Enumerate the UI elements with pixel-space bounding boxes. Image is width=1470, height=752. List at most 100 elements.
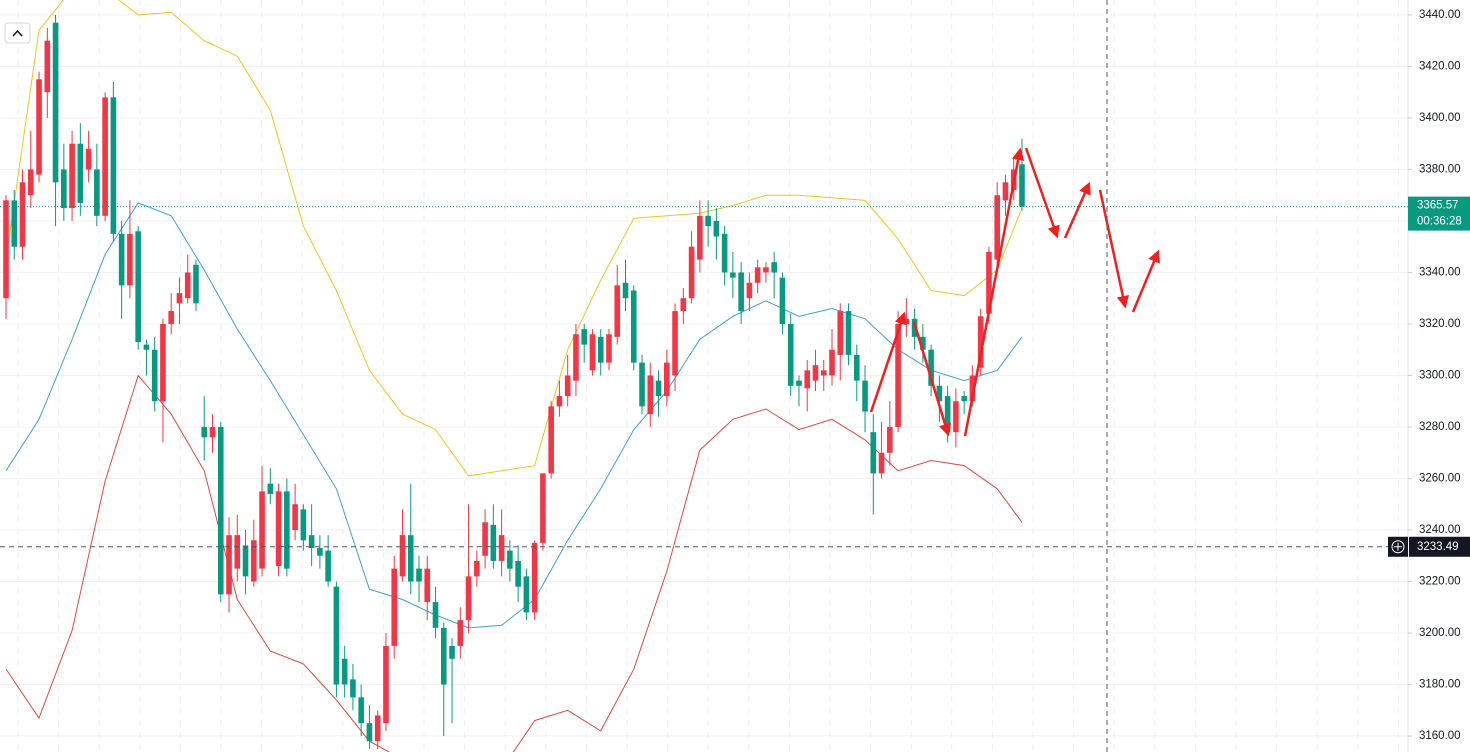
candle-body xyxy=(589,334,596,371)
arrow xyxy=(912,321,952,437)
candle-body xyxy=(275,491,282,567)
y-tick-label: 3280.00 xyxy=(1419,421,1461,433)
candle-body xyxy=(407,535,414,582)
candle-body xyxy=(284,491,290,569)
collapse-button[interactable] xyxy=(4,22,31,44)
candle-body xyxy=(242,545,249,577)
arrow xyxy=(1098,189,1130,309)
candle-body xyxy=(688,246,695,299)
candle-body xyxy=(399,535,406,577)
candle-body xyxy=(85,148,92,170)
candle-body xyxy=(581,329,587,345)
candle-body xyxy=(614,285,621,337)
candle-body xyxy=(259,491,265,569)
candle-body xyxy=(903,318,910,324)
candle-body xyxy=(110,97,117,234)
candle-body xyxy=(779,277,786,324)
candle-body xyxy=(853,354,860,381)
candle-body xyxy=(267,483,274,494)
candle-body xyxy=(36,79,42,175)
candle-body xyxy=(350,679,356,698)
candle-body xyxy=(300,509,307,541)
candle-body xyxy=(680,298,687,312)
candle-body xyxy=(209,426,216,438)
candle-body xyxy=(118,233,125,286)
candle-body xyxy=(862,380,868,412)
candle-body xyxy=(143,344,150,350)
y-tick-label: 3180.00 xyxy=(1419,679,1461,691)
countdown-label: 00:36:28 xyxy=(1417,216,1462,228)
candle-body xyxy=(77,143,84,203)
candle-body xyxy=(721,233,728,273)
candle-body xyxy=(184,272,191,299)
candle-body xyxy=(936,385,943,402)
candles xyxy=(3,14,1025,749)
candle-body xyxy=(647,375,654,415)
candle-body xyxy=(358,697,364,724)
horizontal-grid xyxy=(0,14,1408,737)
candle-body xyxy=(961,396,967,402)
y-tick-label: 3420.00 xyxy=(1419,60,1461,72)
candle-body xyxy=(515,560,521,587)
candle-body xyxy=(746,282,753,299)
bollinger-bands xyxy=(5,0,1023,752)
candle-body xyxy=(920,336,926,350)
button-box[interactable] xyxy=(4,22,31,44)
candle-body xyxy=(440,627,447,685)
candle-body xyxy=(812,365,819,381)
drawn-arrows xyxy=(869,147,1160,437)
y-tick-label: 3440.00 xyxy=(1419,9,1461,21)
candle-body xyxy=(366,723,373,742)
candle-body xyxy=(19,182,26,247)
candle-body xyxy=(697,215,703,260)
candle-body xyxy=(449,645,455,659)
candle-body xyxy=(292,504,298,531)
candle-body xyxy=(878,452,885,474)
y-tick-label: 3260.00 xyxy=(1419,473,1461,485)
candle-body xyxy=(870,432,877,474)
crosshair-price-label: 3233.49 xyxy=(1417,541,1459,553)
candle-body xyxy=(391,568,398,646)
y-tick-label: 3160.00 xyxy=(1419,730,1461,742)
candle-body xyxy=(27,169,34,196)
arrow xyxy=(869,311,907,413)
vertical-grid xyxy=(17,0,1399,752)
candle-body xyxy=(474,560,480,577)
candle-body xyxy=(317,548,323,556)
candle-body xyxy=(201,426,208,438)
plus-icon xyxy=(1391,540,1405,554)
candle-body xyxy=(655,380,662,397)
candle-body xyxy=(630,290,637,363)
candle-body xyxy=(11,200,18,247)
candle-body xyxy=(217,426,224,595)
candle-body xyxy=(498,535,505,561)
y-tick-label: 3340.00 xyxy=(1419,267,1461,279)
candle-body xyxy=(928,349,934,386)
y-tick-label: 3240.00 xyxy=(1419,524,1461,536)
candle-body xyxy=(796,380,802,386)
candle-body xyxy=(44,40,51,93)
candle-body xyxy=(977,316,984,368)
crosshair-price-box xyxy=(1409,536,1470,557)
band-line xyxy=(5,0,1023,477)
price-axis: 3160.00 3180.00 3200.00 3220.00 3240.00 3260.… xyxy=(1408,9,1461,742)
candle-body xyxy=(135,231,141,343)
candle-body xyxy=(482,522,488,556)
candle-body xyxy=(771,262,777,273)
candle-body xyxy=(754,267,761,283)
candle-body xyxy=(507,550,513,569)
candle-body xyxy=(3,200,9,299)
candle-body xyxy=(763,267,769,273)
plus-icon xyxy=(1394,542,1402,551)
crosshair-add-button[interactable] xyxy=(1388,536,1408,557)
candle-body xyxy=(820,370,827,376)
y-tick-label: 3320.00 xyxy=(1419,318,1461,330)
candle-body xyxy=(333,586,340,685)
candle-body xyxy=(160,323,166,402)
arrow xyxy=(1131,249,1160,313)
candle-body xyxy=(829,349,835,376)
candle-body xyxy=(69,143,75,209)
arrow xyxy=(1024,147,1060,239)
candle-body xyxy=(622,282,629,299)
